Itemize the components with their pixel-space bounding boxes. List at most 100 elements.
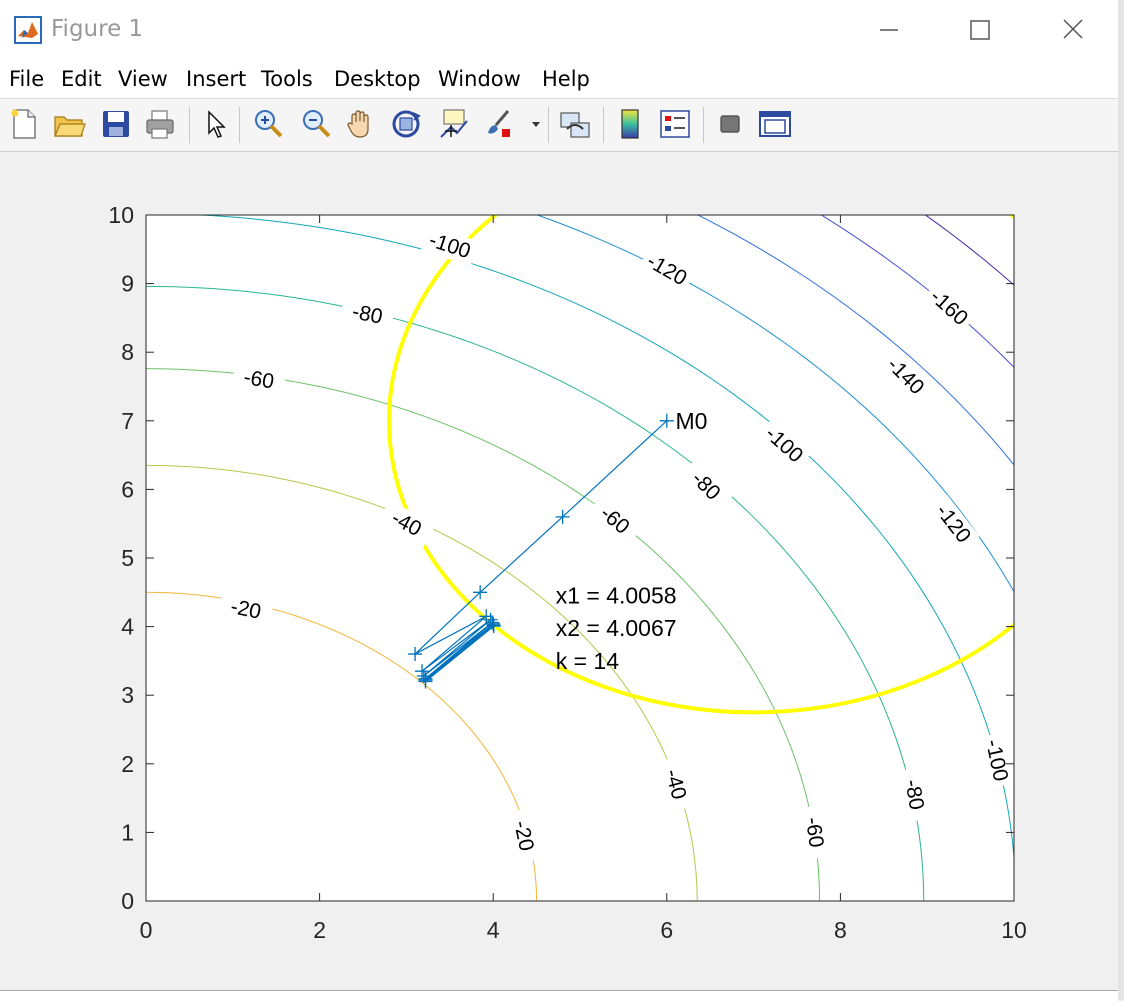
contour-label-mask	[755, 417, 813, 472]
menu-window[interactable]: Window	[438, 67, 521, 91]
brush-button[interactable]	[482, 107, 516, 141]
title-bar: Figure 1	[0, 0, 1118, 58]
insert-legend-icon	[660, 110, 690, 138]
save-figure-icon	[103, 111, 129, 137]
y-tick-label: 5	[121, 545, 134, 571]
maximize-button[interactable]	[950, 4, 1010, 54]
data-cursor-button[interactable]	[437, 107, 471, 141]
axes-background	[146, 215, 1014, 901]
insert-legend-button[interactable]	[658, 107, 692, 141]
contour-label-mask	[656, 755, 695, 813]
minimize-icon	[880, 29, 898, 31]
window-border	[1118, 0, 1124, 1000]
command-window-strip	[0, 990, 1118, 1001]
menu-bar: File Edit View Insert Tools Desktop Wind…	[0, 58, 1118, 144]
save-figure-button[interactable]	[99, 107, 133, 141]
menu-insert[interactable]: Insert	[186, 67, 247, 91]
y-tick-label: 9	[121, 271, 134, 297]
zoom-in-icon	[255, 110, 283, 138]
y-tick-label: 1	[121, 819, 134, 845]
figure-canvas: -20-20-40-40-60-60-60-80-80-80-100-100-1…	[108, 202, 1026, 943]
y-tick-label: 4	[121, 614, 134, 640]
contour-line-180	[924, 215, 1014, 286]
maximize-icon	[970, 20, 990, 40]
contour-label-mask	[339, 296, 396, 333]
open-file-icon	[54, 116, 86, 137]
contour-label-mask	[505, 807, 542, 864]
path-marker	[473, 585, 488, 600]
toolbar-separator	[603, 107, 604, 143]
x-tick-label: 10	[1001, 917, 1027, 943]
path-marker	[408, 647, 423, 662]
contour-label-mask	[637, 245, 696, 295]
contour-label: -80	[900, 778, 928, 812]
iteration-path	[408, 413, 674, 689]
zoom-out-button[interactable]	[299, 107, 333, 141]
menu-edit[interactable]: Edit	[61, 67, 102, 91]
brush-options-dropdown[interactable]	[526, 107, 546, 141]
menu-view[interactable]: View	[118, 67, 168, 91]
link-plot-button[interactable]	[558, 107, 592, 141]
contour-label: -60	[801, 816, 828, 849]
y-tick-label: 0	[121, 888, 134, 914]
axis-ticks: 0 2 4 6 8 10 0 1 2 3 4 5 6 7 8 9 10	[108, 202, 1026, 943]
toolbar-separator	[548, 107, 549, 143]
y-tick-label: 8	[121, 339, 134, 365]
x-tick-label: 8	[834, 917, 847, 943]
path-marker	[659, 413, 674, 428]
data-cursor-icon	[440, 109, 468, 138]
zoom-out-icon	[303, 110, 331, 138]
close-icon	[1063, 19, 1083, 39]
x-tick-label: 6	[660, 917, 673, 943]
open-file-button[interactable]	[52, 107, 86, 141]
contour-line-120	[535, 215, 1014, 593]
x-tick-label: 0	[140, 917, 153, 943]
zoom-in-button[interactable]	[251, 107, 285, 141]
matlab-app-icon	[14, 16, 42, 44]
show-plot-tools-icon	[759, 111, 791, 137]
insert-colorbar-button[interactable]	[613, 107, 647, 141]
annotation-text: x2 = 4.0067	[556, 615, 677, 641]
annotation-text: x1 = 4.0058	[556, 583, 677, 609]
y-tick-label: 10	[108, 202, 134, 228]
new-figure-button[interactable]	[7, 107, 41, 141]
contour-label-mask	[421, 225, 479, 267]
y-tick-label: 3	[121, 682, 134, 708]
toolbar-separator	[703, 107, 704, 143]
y-tick-label: 6	[121, 476, 134, 502]
rotate-3d-icon	[392, 110, 421, 138]
path-marker	[486, 619, 501, 634]
menu-file[interactable]: File	[9, 67, 45, 91]
show-plot-tools-button[interactable]	[758, 107, 792, 141]
print-figure-button[interactable]	[143, 107, 177, 141]
toolbar-separator	[239, 107, 240, 143]
path-marker	[485, 615, 500, 630]
constraint-ellipse	[387, 215, 1014, 715]
contour-label: -60	[242, 366, 276, 394]
contour-label-mask	[586, 493, 643, 547]
menu-help[interactable]: Help	[542, 67, 590, 91]
menu-desktop[interactable]: Desktop	[334, 67, 421, 91]
link-plot-icon	[560, 112, 590, 138]
minimize-button[interactable]	[858, 4, 918, 54]
y-tick-label: 7	[121, 408, 134, 434]
contour-label-mask	[877, 348, 934, 404]
edit-plot-button[interactable]	[199, 107, 233, 141]
edit-plot-cursor-icon	[208, 110, 226, 138]
chevron-down-icon	[532, 122, 540, 127]
rotate-3d-button[interactable]	[389, 107, 423, 141]
contour-label-mask	[896, 766, 932, 823]
hide-plot-tools-button[interactable]	[713, 107, 747, 141]
annotations: M0 x1 = 4.0058 x2 = 4.0067 k = 14	[556, 408, 708, 674]
contour-label-mask	[797, 804, 831, 860]
pan-button[interactable]	[344, 107, 378, 141]
contour-line-140	[696, 215, 1014, 466]
pan-hand-icon	[347, 110, 369, 138]
contour-line-160	[820, 215, 1014, 369]
close-button[interactable]	[1043, 4, 1103, 54]
menu-tools[interactable]: Tools	[261, 67, 313, 91]
contour-label-mask	[230, 362, 287, 397]
constraint-curve	[387, 215, 1014, 715]
insert-colorbar-icon	[621, 109, 639, 139]
annotation-text: k = 14	[556, 648, 620, 674]
